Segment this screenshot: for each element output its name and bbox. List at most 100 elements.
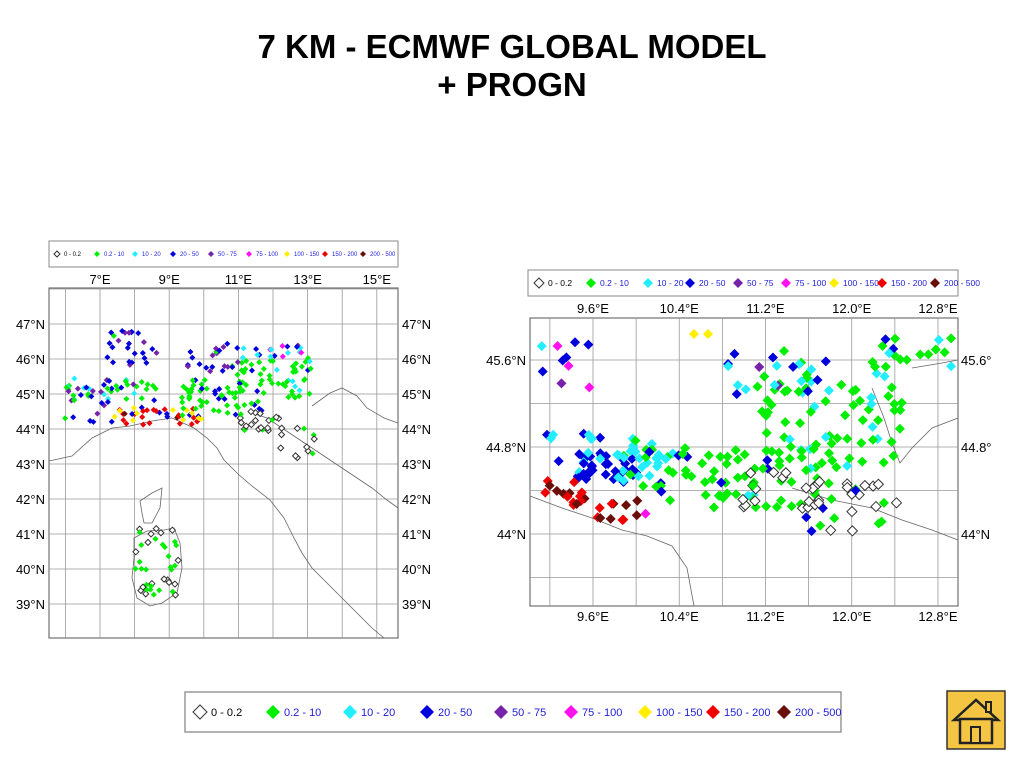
rain-marker <box>930 344 941 355</box>
rain-marker <box>179 412 186 419</box>
rain-marker <box>846 525 859 537</box>
rain-marker <box>716 477 727 488</box>
lon-tick-label: 12.8°E <box>918 301 958 316</box>
rain-marker <box>867 421 878 432</box>
rain-marker <box>108 385 115 392</box>
rain-marker <box>168 566 175 573</box>
rain-marker <box>275 380 282 387</box>
rain-marker <box>83 384 90 391</box>
rain-marker <box>890 333 901 344</box>
rain-marker <box>289 391 296 398</box>
rain-marker <box>283 378 290 385</box>
rain-marker <box>808 443 819 454</box>
rain-marker <box>754 362 765 373</box>
rain-marker <box>224 340 231 347</box>
rain-marker <box>732 472 743 483</box>
legend-marker <box>170 251 176 257</box>
lon-tick-label: 12.0°E <box>832 609 872 624</box>
lat-tick-label: 44°N <box>402 422 431 437</box>
home-button[interactable] <box>946 690 1006 750</box>
rain-marker <box>563 360 574 371</box>
rain-marker <box>583 447 594 458</box>
rain-marker <box>806 364 817 375</box>
rain-marker <box>731 389 742 400</box>
rain-marker <box>859 479 871 492</box>
rain-marker <box>203 364 210 371</box>
rain-marker <box>569 477 580 488</box>
rain-marker <box>97 388 104 395</box>
rain-marker <box>216 386 223 393</box>
rain-marker <box>857 415 868 426</box>
rain-marker <box>739 449 750 460</box>
rain-marker <box>901 354 912 365</box>
rain-marker <box>786 501 797 512</box>
rain-marker <box>820 396 831 407</box>
rain-marker <box>579 493 590 504</box>
rain-marker <box>133 410 140 417</box>
rain-marker <box>779 346 790 357</box>
lon-tick-label: 9.6°E <box>577 301 609 316</box>
rain-marker <box>824 448 835 459</box>
rain-marker <box>631 510 642 521</box>
rain-marker <box>699 477 710 488</box>
legend-marker <box>343 705 357 719</box>
rain-marker <box>584 382 595 393</box>
rain-marker <box>625 469 636 480</box>
legend-marker <box>246 251 252 257</box>
rain-marker <box>946 333 957 344</box>
lat-tick-label: 44°N <box>497 527 526 542</box>
rain-marker <box>187 348 194 355</box>
rain-marker <box>842 460 853 471</box>
rain-marker <box>258 377 265 384</box>
rain-marker <box>164 413 171 420</box>
legend-label: 75 - 100 <box>582 707 622 719</box>
rain-marker <box>574 449 585 460</box>
rain-marker <box>129 417 136 424</box>
rain-marker <box>595 453 606 464</box>
lon-tick-label: 12.8°E <box>918 609 958 624</box>
rain-marker <box>813 497 825 509</box>
rain-marker <box>879 371 890 382</box>
rain-marker <box>77 391 84 398</box>
rain-marker <box>816 458 827 469</box>
rain-marker <box>780 417 791 428</box>
rain-marker <box>201 377 208 384</box>
rain-marker <box>224 409 231 416</box>
rain-marker <box>87 417 94 424</box>
legend-label: 0.2 - 10 <box>600 278 629 288</box>
rain-marker <box>762 395 773 406</box>
rain-marker <box>759 371 770 382</box>
lat-tick-label: 40°N <box>16 562 45 577</box>
rain-marker <box>752 381 763 392</box>
rain-marker <box>578 458 589 469</box>
legend-label: 50 - 75 <box>512 707 546 719</box>
rain-marker <box>236 384 243 391</box>
rain-marker <box>236 380 243 387</box>
rain-marker <box>266 376 273 383</box>
rain-marker <box>729 348 740 359</box>
lat-tick-label: 45°N <box>16 387 45 402</box>
rain-marker <box>269 380 276 387</box>
lat-tick-label: 43°N <box>402 457 431 472</box>
rain-marker <box>118 384 125 391</box>
rain-marker <box>600 469 611 480</box>
rain-marker <box>65 388 72 395</box>
rain-marker <box>188 421 195 428</box>
rain-marker <box>306 358 313 365</box>
lon-tick-label: 15°E <box>363 272 392 287</box>
rain-marker <box>149 346 156 353</box>
rain-marker <box>895 354 906 365</box>
rain-marker <box>273 366 280 373</box>
rain-marker <box>656 486 667 497</box>
legend-marker <box>877 278 887 288</box>
legend-label: 10 - 20 <box>657 278 684 288</box>
rain-marker <box>761 445 772 456</box>
rain-marker <box>148 583 155 590</box>
rain-marker <box>234 371 241 378</box>
rain-marker <box>840 410 851 421</box>
rain-marker <box>138 395 145 402</box>
rain-marker <box>254 388 261 395</box>
map-legend-small: 0 - 0.2 0.2 - 10 10 - 20 20 - 50 50 - 75 75 -… <box>53 250 396 258</box>
rain-marker <box>823 478 834 489</box>
legend-label: 200 - 500 <box>795 707 841 719</box>
